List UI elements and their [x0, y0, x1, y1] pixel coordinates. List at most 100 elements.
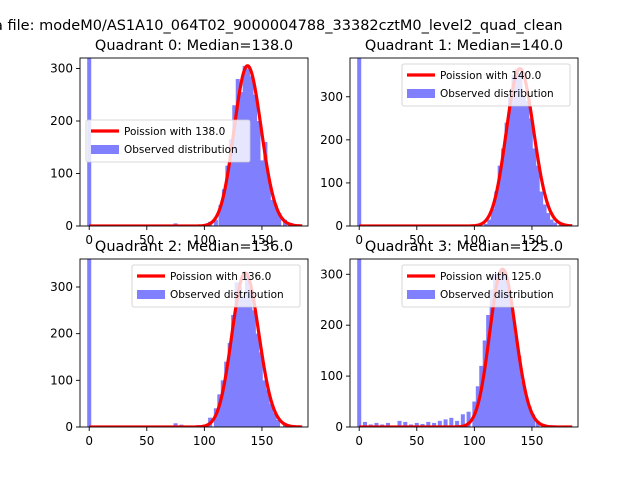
y-tick-label: 0: [65, 219, 73, 233]
histogram-bar: [218, 205, 223, 226]
histogram-bar: [504, 122, 509, 226]
y-tick-label: 200: [50, 114, 73, 128]
x-tick-label: 0: [355, 434, 363, 448]
histogram-bar: [510, 309, 515, 427]
histogram-bar: [397, 420, 402, 427]
histogram-bar: [527, 406, 532, 427]
histogram-bar: [558, 224, 563, 226]
figure-suptitle: a file: modeM0/AS1A10_064T02_9000004788_…: [0, 18, 563, 34]
panels: 0 50 100 150 0 100 200 300 Quadrant 0: Median=13…: [50, 38, 579, 448]
histogram-bar: [549, 219, 554, 226]
plot-area-2: [87, 259, 303, 427]
x-tick-label: 150: [520, 434, 543, 448]
panel-quadrant-0: 0 50 100 150 0 100 200 300 Quadrant 0: Median=13…: [50, 38, 309, 247]
histogram-bar: [362, 421, 367, 427]
histogram-bar: [263, 142, 268, 226]
histogram-bar: [225, 165, 230, 226]
y-tick-label: 100: [320, 176, 343, 190]
panel-title: Quadrant 1: Median=140.0: [365, 38, 563, 54]
legend-observed-swatch: [407, 89, 435, 98]
legend-observed-label: Observed distribution: [440, 289, 554, 301]
panel-title: Quadrant 0: Median=138.0: [95, 38, 293, 54]
histogram-bar: [238, 287, 243, 427]
y-tick-label: 300: [50, 62, 73, 76]
histogram-bar: [241, 296, 246, 427]
histogram-bar: [266, 178, 271, 226]
histogram-bar: [487, 219, 492, 226]
histogram-bar: [277, 212, 282, 226]
histogram-bar: [227, 343, 232, 427]
x-tick-label: 150: [520, 233, 543, 247]
x-tick-label: 150: [250, 233, 273, 247]
histogram-bar: [403, 421, 408, 427]
histogram-bar: [244, 273, 249, 427]
y-tick-label: 0: [335, 219, 343, 233]
axes-frame: [79, 57, 309, 227]
histogram-bar: [535, 165, 540, 226]
histogram-bar: [531, 414, 536, 427]
histogram-bar: [499, 269, 505, 427]
histogram-bar: [514, 68, 519, 226]
histogram-bar: [443, 419, 448, 427]
histogram-bar: [231, 315, 236, 427]
legend-poisson-label: Poission with 136.0: [170, 271, 271, 283]
histogram-bar: [259, 160, 264, 226]
axes-frame: [79, 258, 309, 428]
histogram-bar: [173, 423, 178, 427]
histogram-bar: [224, 361, 229, 427]
y-tick-label: 300: [50, 280, 73, 294]
x-tick-label: 50: [409, 434, 424, 448]
histogram-bar: [532, 148, 537, 226]
histogram-bar: [490, 208, 495, 226]
legend-box: [401, 264, 571, 308]
legend-observed-label: Observed distribution: [170, 289, 284, 301]
axes-frame: [349, 57, 579, 227]
legend: Poission with 138.0 Observed distribution: [85, 119, 251, 163]
histogram-bar: [248, 287, 253, 427]
histogram-bar: [496, 279, 501, 427]
histogram-bar: [483, 223, 488, 226]
histogram-bar: [249, 76, 254, 226]
histogram-bar: [437, 420, 442, 427]
histogram-bar: [221, 189, 226, 226]
histogram-bar: [357, 58, 362, 226]
histogram-bar: [272, 413, 277, 427]
histogram-bar: [517, 355, 522, 427]
histogram-bar: [262, 380, 267, 427]
histogram-bar: [489, 289, 494, 427]
histogram-bar: [513, 335, 518, 427]
histogram-bar: [493, 274, 498, 427]
histogram-bar: [269, 403, 274, 427]
poisson-curve: [358, 267, 573, 427]
histogram-bar: [497, 165, 502, 226]
histogram-bar: [506, 289, 511, 427]
x-tick-label: 50: [409, 233, 424, 247]
y-tick-label: 200: [50, 327, 73, 341]
histogram-bar: [539, 191, 544, 226]
panel-title: Quadrant 2: Median=136.0: [95, 239, 293, 255]
histogram-bar: [524, 396, 529, 427]
histogram-bar: [460, 414, 465, 427]
y-tick-label: 0: [65, 420, 73, 434]
legend-observed-swatch: [91, 145, 119, 154]
histogram-bar: [258, 352, 263, 427]
histogram-bar: [255, 333, 260, 427]
y-tick-label: 100: [50, 373, 73, 387]
histogram-bar: [251, 310, 256, 427]
histogram-bar: [270, 199, 275, 226]
histogram-bar: [449, 417, 454, 427]
histogram-bar: [552, 222, 557, 226]
histogram-bar: [220, 380, 225, 427]
histogram-bar: [455, 420, 460, 427]
histogram-bar: [503, 271, 508, 427]
legend-poisson-label: Poission with 140.0: [440, 70, 541, 82]
histogram-bar: [426, 421, 431, 427]
plot-area-3: [357, 259, 573, 427]
legend-poisson-label: Poission with 125.0: [440, 271, 541, 283]
x-tick-label: 50: [139, 233, 154, 247]
histogram-bar: [385, 422, 391, 427]
panel-quadrant-3: 0 50 100 150 0 100 200 300 Quadrant 3: Median=12…: [320, 239, 579, 448]
panel-title: Quadrant 3: Median=125.0: [365, 239, 563, 255]
histogram-bar: [232, 105, 237, 226]
legend-box: [131, 264, 301, 308]
